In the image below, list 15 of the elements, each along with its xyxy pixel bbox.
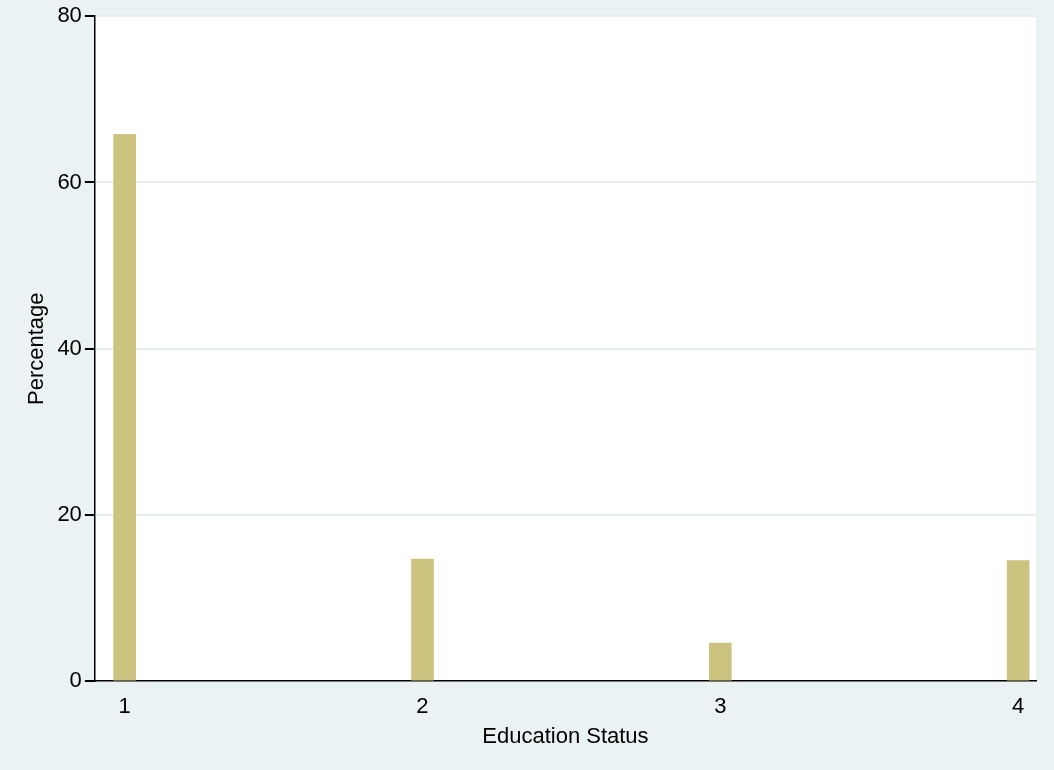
x-axis-title: Education Status: [482, 722, 649, 748]
bar: [411, 558, 434, 681]
y-axis-title: Percentage: [23, 292, 49, 405]
bar: [113, 133, 136, 681]
x-tick-label: 3: [714, 693, 727, 719]
y-tick-label: 80: [57, 2, 82, 28]
bar: [708, 642, 732, 681]
x-tick-label: 2: [416, 693, 429, 719]
y-tick-label: 20: [57, 501, 82, 527]
y-tick-label: 0: [69, 667, 82, 693]
x-tick-label: 4: [1012, 693, 1025, 719]
x-tick-label: 1: [118, 693, 131, 719]
bar: [1006, 560, 1030, 681]
y-tick-label: 40: [57, 334, 82, 360]
y-tick-label: 60: [57, 168, 82, 194]
